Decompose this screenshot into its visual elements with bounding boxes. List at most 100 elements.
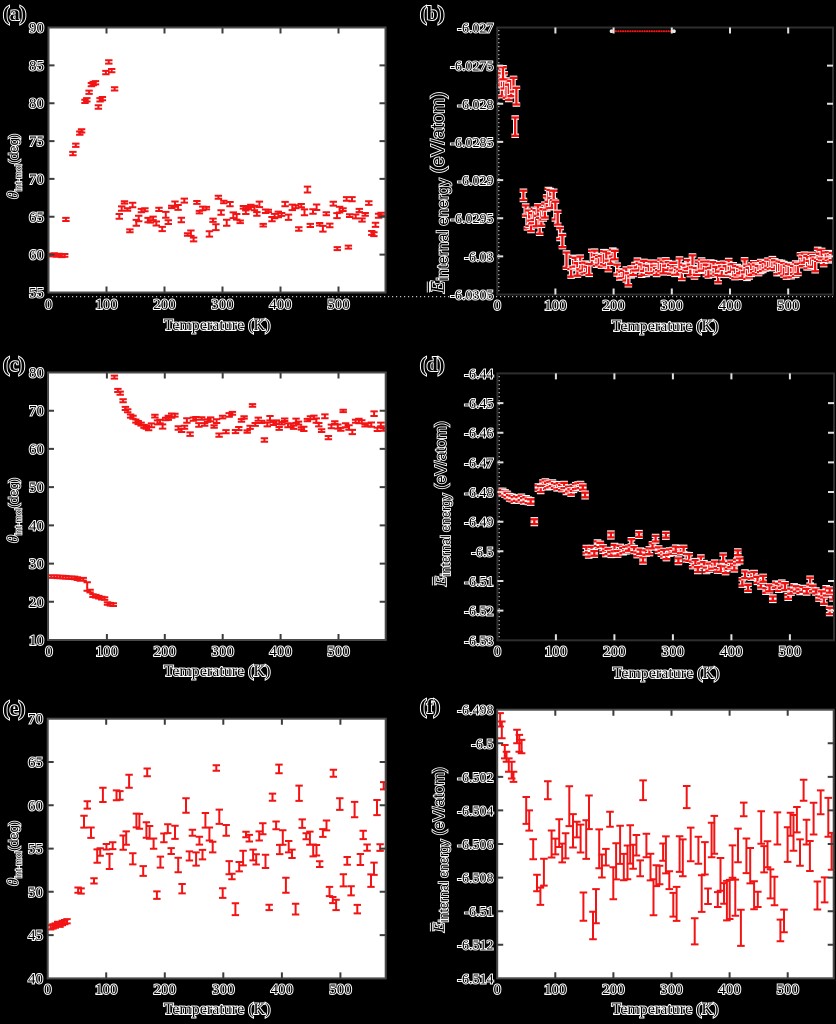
svg-text:-6.512: -6.512 [457, 939, 493, 954]
svg-text:-6.0285: -6.0285 [450, 136, 493, 151]
svg-text:200: 200 [154, 982, 177, 998]
svg-text:400: 400 [271, 982, 294, 998]
svg-text:θint-mol(deg): θint-mol(deg) [5, 134, 24, 199]
svg-text:-6.514: -6.514 [457, 972, 493, 987]
svg-text:-6.0295: -6.0295 [450, 212, 493, 227]
svg-text:300: 300 [662, 644, 685, 660]
svg-text:-6.028: -6.028 [457, 98, 493, 113]
svg-text:-6.44: -6.44 [464, 367, 493, 382]
svg-text:100: 100 [96, 644, 119, 660]
svg-text:Einternal energy (eV/atom): Einternal energy (eV/atom) [431, 767, 451, 933]
svg-text:50: 50 [28, 885, 43, 901]
svg-text:300: 300 [212, 982, 235, 998]
svg-text:-6.506: -6.506 [457, 838, 493, 853]
svg-text:500: 500 [776, 982, 799, 998]
svg-text:-6.03: -6.03 [464, 250, 493, 265]
svg-text:50: 50 [29, 480, 44, 496]
svg-text:(b): (b) [420, 3, 444, 25]
svg-text:80: 80 [29, 366, 44, 382]
svg-text:0: 0 [494, 644, 502, 660]
svg-text:20: 20 [29, 595, 44, 611]
svg-text:400: 400 [269, 644, 292, 660]
svg-text:100: 100 [544, 982, 567, 998]
svg-text:0: 0 [45, 644, 53, 660]
svg-text:0: 0 [493, 298, 501, 314]
svg-text:-6.48: -6.48 [464, 486, 493, 501]
svg-text:75: 75 [29, 134, 44, 150]
svg-text:-6.498: -6.498 [457, 704, 493, 719]
svg-text:200: 200 [154, 644, 177, 660]
svg-text:-6.0275: -6.0275 [450, 60, 493, 75]
svg-text:500: 500 [777, 298, 800, 314]
svg-text:30: 30 [29, 557, 44, 573]
svg-text:200: 200 [153, 297, 176, 313]
svg-text:100: 100 [95, 982, 118, 998]
svg-text:40: 40 [29, 518, 44, 534]
svg-text:-6.0305: -6.0305 [450, 289, 493, 304]
svg-text:70: 70 [29, 404, 44, 420]
svg-text:-6.508: -6.508 [457, 872, 493, 887]
svg-text:(a): (a) [3, 3, 26, 25]
svg-text:60: 60 [28, 798, 43, 814]
svg-text:300: 300 [211, 644, 234, 660]
svg-text:500: 500 [779, 644, 802, 660]
svg-text:500: 500 [327, 297, 350, 313]
svg-text:(c): (c) [3, 354, 25, 376]
svg-text:200: 200 [603, 644, 626, 660]
svg-text:0: 0 [493, 982, 501, 998]
svg-text:70: 70 [28, 712, 43, 728]
svg-text:-6.029: -6.029 [457, 174, 493, 189]
svg-text:400: 400 [719, 298, 742, 314]
svg-text:400: 400 [720, 644, 743, 660]
svg-text:300: 300 [661, 298, 684, 314]
svg-text:400: 400 [718, 982, 741, 998]
svg-text:Temperature (K): Temperature (K) [164, 663, 271, 680]
svg-text:-6.027: -6.027 [457, 22, 493, 37]
svg-text:100: 100 [544, 298, 567, 314]
svg-text:400: 400 [269, 297, 292, 313]
svg-text:0: 0 [45, 297, 53, 313]
svg-text:Temperature (K): Temperature (K) [164, 1001, 271, 1018]
svg-text:-6.47: -6.47 [464, 456, 493, 471]
svg-text:65: 65 [29, 210, 44, 226]
svg-text:-6.45: -6.45 [464, 397, 493, 412]
svg-text:-6.504: -6.504 [457, 804, 493, 819]
svg-text:Temperature (K): Temperature (K) [613, 665, 720, 682]
svg-text:500: 500 [327, 644, 350, 660]
svg-text:70: 70 [29, 172, 44, 188]
svg-text:60: 60 [29, 248, 44, 264]
svg-text:40: 40 [28, 971, 43, 987]
svg-text:(f): (f) [420, 696, 440, 718]
svg-text:55: 55 [28, 842, 43, 858]
svg-text:10: 10 [29, 633, 44, 649]
svg-text:200: 200 [602, 982, 625, 998]
svg-text:300: 300 [660, 982, 683, 998]
svg-text:-6.52: -6.52 [464, 605, 493, 620]
svg-text:80: 80 [29, 96, 44, 112]
svg-text:-6.51: -6.51 [464, 905, 493, 920]
svg-text:55: 55 [29, 285, 44, 301]
svg-text:100: 100 [545, 644, 568, 660]
svg-text:θint-mol(deg): θint-mol(deg) [5, 478, 24, 543]
svg-text:Temperature (K): Temperature (K) [164, 317, 271, 334]
svg-text:85: 85 [29, 58, 44, 74]
svg-text:-6.502: -6.502 [457, 771, 493, 786]
svg-text:45: 45 [28, 928, 43, 944]
svg-text:-6.46: -6.46 [464, 427, 493, 442]
svg-text:Einternal energy (eV/atom): Einternal energy (eV/atom) [433, 421, 453, 587]
svg-text:65: 65 [28, 755, 43, 771]
svg-text:-6.5: -6.5 [471, 737, 493, 752]
svg-text:300: 300 [211, 297, 234, 313]
svg-text:Temperature (K): Temperature (K) [612, 1001, 719, 1018]
svg-text:500: 500 [329, 982, 352, 998]
svg-text:-6.53: -6.53 [464, 634, 493, 649]
svg-text:-6.51: -6.51 [464, 575, 493, 590]
svg-text:(e): (e) [3, 698, 25, 720]
svg-text:Einternal energy (eV/atom): Einternal energy (eV/atom) [427, 92, 452, 294]
svg-text:100: 100 [95, 297, 118, 313]
svg-text:200: 200 [602, 298, 625, 314]
svg-text:Temperature (K): Temperature (K) [612, 318, 719, 335]
svg-text:(d): (d) [420, 354, 444, 376]
svg-text:-6.5: -6.5 [471, 545, 493, 560]
svg-text:θint-mol(deg): θint-mol(deg) [5, 821, 24, 886]
